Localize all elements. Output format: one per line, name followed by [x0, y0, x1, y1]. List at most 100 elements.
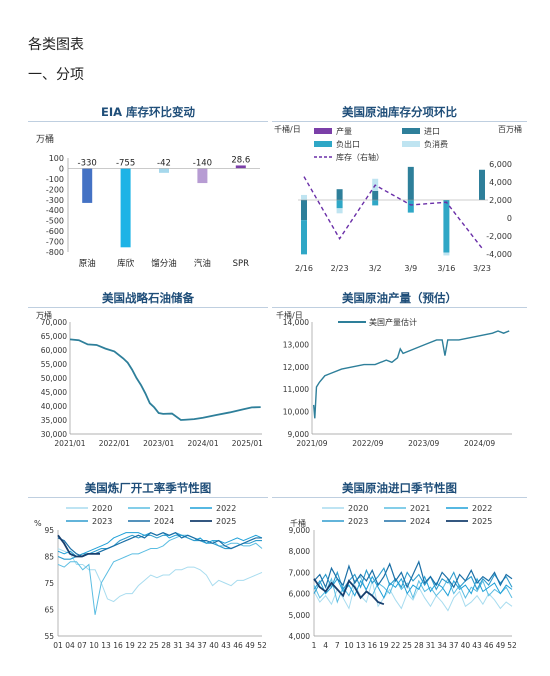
- legend-label: 2020: [92, 504, 112, 513]
- legend-label: 2022: [216, 504, 236, 513]
- data-label: -42: [157, 158, 171, 168]
- x-tick-label: 16: [367, 641, 377, 650]
- x-tick-label: 3/2: [369, 264, 382, 273]
- legend-label: 产量: [336, 126, 352, 136]
- y-tick-label: 95: [44, 526, 54, 535]
- x-tick-label: 19: [125, 641, 135, 650]
- x-tick-label: 49: [245, 641, 255, 650]
- x-tick-label: 22: [137, 641, 147, 650]
- legend-label: 库存（右轴）: [336, 152, 384, 162]
- page-title: 各类图表: [28, 37, 84, 53]
- chart-title: 美国原油产量（预估）: [342, 291, 457, 305]
- y-tick-label: -600: [46, 227, 64, 236]
- x-tick-label: 2022/09: [352, 439, 383, 448]
- x-tick-label: 34: [437, 641, 447, 650]
- x-tick-label: 31: [426, 641, 436, 650]
- title-divider: [28, 307, 268, 308]
- series-line-spr: [69, 338, 261, 421]
- y-tick-label: -800: [46, 248, 64, 257]
- series-line-2021: [313, 575, 513, 604]
- x-tick-label: 2023/09: [408, 439, 439, 448]
- y-tick-label: -100: [46, 175, 64, 184]
- x-tick-label: 13: [101, 641, 111, 650]
- x-tick-label: 4: [323, 641, 328, 650]
- x-tick-label: 汽油: [194, 258, 211, 269]
- y-tick-label: -700: [46, 238, 64, 247]
- x-tick-label: 馏分油: [151, 258, 177, 269]
- chart-title: 美国原油进口季节性图: [342, 481, 457, 495]
- x-tick-label: 2025/01: [232, 439, 263, 448]
- legend-label: 2024: [154, 517, 174, 526]
- bar: [301, 220, 307, 255]
- x-tick-label: 2/16: [295, 264, 313, 273]
- x-tick-label: 13: [356, 641, 366, 650]
- series-line-inventory: [303, 176, 483, 249]
- y-axis-label: 万桶: [36, 133, 54, 145]
- x-tick-label: 库欣: [117, 258, 135, 269]
- y-axis-label: 千桶: [290, 518, 306, 528]
- series-line-2020: [313, 580, 513, 612]
- y-tick-label: 5,000: [289, 611, 311, 620]
- bar: [372, 200, 379, 206]
- x-tick-label: 3/23: [473, 264, 491, 273]
- x-tick-label: 2024/09: [464, 439, 495, 448]
- series-line-2024: [313, 560, 513, 589]
- bar: [443, 252, 450, 256]
- legend-label: 2025: [472, 517, 492, 526]
- legend-label: 美国产量估计: [369, 317, 417, 327]
- y-axis-label: %: [34, 519, 42, 528]
- spr-chart-panel: 美国战略石油储备 万桶 70,000 65,000 60,000 55,000 50,00…: [28, 290, 268, 460]
- title-divider: [28, 121, 268, 122]
- title-divider: [272, 497, 527, 498]
- data-label: 28.6: [231, 155, 250, 165]
- y-tick-label: 13,000: [283, 340, 309, 349]
- x-tick-label: 52: [507, 641, 517, 650]
- y-tick-label: 8,000: [289, 547, 311, 556]
- bar: [336, 189, 343, 200]
- y-tick-label: 100: [49, 154, 64, 163]
- y-tick-label: 30,000: [41, 430, 67, 439]
- x-tick-label: 37: [449, 641, 459, 650]
- x-tick-label: 40: [461, 641, 471, 650]
- bar: [301, 200, 307, 221]
- y2-tick-label: 6,000: [489, 160, 512, 169]
- x-tick-label: 原油: [79, 258, 96, 269]
- x-tick-label: 7: [335, 641, 340, 650]
- y-axis-label: 千桶/日: [274, 124, 301, 134]
- y-tick-label: 4,000: [289, 632, 311, 641]
- x-tick-label: 04: [65, 641, 75, 650]
- y-tick-label: 6,000: [289, 590, 311, 599]
- legend-swatch: [314, 141, 332, 147]
- x-tick-label: 1: [312, 641, 317, 650]
- y2-tick-label: -4,000: [486, 250, 512, 259]
- series-line-2020: [57, 548, 263, 603]
- y-tick-label: 65,000: [41, 332, 67, 341]
- title-divider: [28, 497, 268, 498]
- x-tick-label: 2021/09: [296, 439, 327, 448]
- series-line-production: [312, 330, 510, 419]
- legend-label: 2023: [348, 517, 368, 526]
- bar: [120, 168, 131, 248]
- data-label: -330: [78, 158, 97, 168]
- x-tick-label: 2/23: [331, 264, 349, 273]
- x-tick-label: 2021/01: [54, 439, 85, 448]
- production-chart-panel: 美国原油产量（预估） 千桶/日 美国产量估计 14,000 13,000 12,000 1…: [272, 290, 527, 460]
- x-tick-label: 3/16: [437, 264, 455, 273]
- x-tick-label: 2024/01: [187, 439, 218, 448]
- legend-label: 负出口: [336, 139, 360, 149]
- y-tick-label: -400: [46, 206, 64, 215]
- legend-label: 2024: [410, 517, 430, 526]
- x-tick-label: 28: [161, 641, 171, 650]
- legend-swatch: [402, 128, 420, 134]
- legend-label: 2021: [154, 504, 174, 513]
- import-seasonal-chart-svg: 千桶 2020 2021 2022 2023 2024 2025 9,000 8,000 7,00…: [289, 504, 517, 650]
- y2-tick-label: 0: [507, 214, 512, 223]
- bar: [336, 200, 343, 209]
- x-tick-label: 22: [391, 641, 401, 650]
- y2-tick-label: 4,000: [489, 178, 512, 187]
- crude-components-chart-svg: 千桶/日 百万桶 6,000 4,000 2,000 0 -2,000 -4,000 产量 进口负…: [274, 124, 522, 273]
